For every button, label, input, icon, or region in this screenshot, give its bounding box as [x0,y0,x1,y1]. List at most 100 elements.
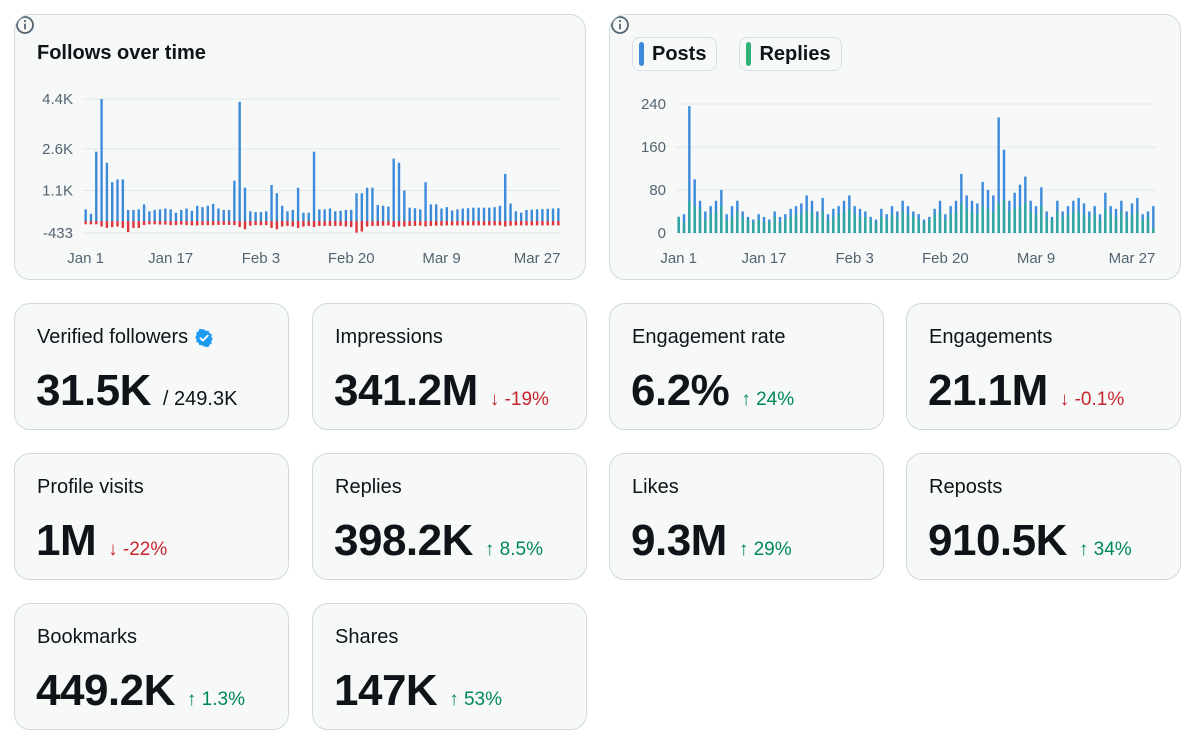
replies-bar [688,200,691,233]
arrow-up-icon: ↑ [1078,539,1089,560]
follows-bar [424,182,427,221]
follows-bar [100,99,103,221]
follows-over-time-card: 4.4K 2.6K 1.1K -433 Jan 1 Jan 17 Feb 3 Feb 20 Ma… [14,14,586,280]
follows-bar [482,207,486,221]
unfollows-bar [132,220,135,228]
metric-card-profile-visits[interactable]: Profile visits 1M ↓ -22% [14,453,289,580]
metric-value: 398.2K [334,516,473,565]
unfollows-bar [434,220,438,226]
metric-value-row: 21.1M ↓ -0.1% [928,366,1124,416]
arrow-down-icon: ↓ [108,539,118,560]
replies-bar [858,216,862,233]
unfollows-bar [450,220,454,226]
follows-bar [530,209,533,221]
legend-posts[interactable]: Posts [632,37,718,71]
follows-bar [472,207,475,221]
unfollows-bar [169,220,172,226]
replies-bar [1066,214,1070,233]
metric-value: 910.5K [928,516,1067,565]
metric-card-engagement-rate[interactable]: Engagement rate 6.2% ↑ 24% [609,303,884,430]
x-tick-label: Jan 1 [67,250,104,267]
unfollows-bar [376,220,379,226]
follows-bar [249,211,252,221]
unfollows-bar [137,220,140,228]
metric-card-bookmarks[interactable]: Bookmarks 449.2K ↑ 1.3% [14,603,289,730]
legend-replies[interactable]: Replies [739,37,842,71]
unfollows-bar [265,220,268,226]
replies-bar [837,214,840,233]
y-tick-label: 160 [641,139,666,156]
unfollows-bar [339,220,342,226]
unfollows-bar [514,220,518,226]
metric-card-reposts[interactable]: Reposts 910.5K ↑ 34% [906,453,1181,580]
metric-delta: ↓ -19% [490,389,549,411]
unfollows-bar [546,220,549,226]
follows-bar [116,179,119,221]
follows-bar [238,101,241,221]
metric-card-impressions[interactable]: Impressions 341.2M ↓ -19% [312,303,587,430]
metric-label: Bookmarks [37,626,137,649]
replies-bar [698,208,702,233]
unfollows-bar [243,220,247,230]
replies-bar [1114,216,1118,233]
x-tick-label: Mar 9 [422,250,460,267]
follows-bar [105,162,109,221]
unfollows-bar [111,220,114,228]
follows-bar [307,212,310,221]
x-tick-label: Mar 27 [1109,250,1156,267]
follows-bar [445,207,449,221]
replies-bar [741,216,744,233]
replies-bar [1008,211,1011,233]
arrow-up-icon: ↑ [738,539,749,560]
unfollows-bar [509,220,512,226]
follows-bar [318,209,321,221]
replies-bar [880,216,883,233]
unfollows-bar [413,220,417,226]
unfollows-bar [472,220,475,226]
unfollows-bar [190,220,194,226]
metric-value: 6.2% [631,366,730,415]
unfollows-bar [328,220,332,226]
info-icon[interactable] [610,15,630,35]
metric-value-row: 147K ↑ 53% [334,666,502,716]
metric-value-row: 398.2K ↑ 8.5% [334,516,543,566]
replies-bar [1072,211,1075,233]
metric-value-row: 449.2K ↑ 1.3% [36,666,245,716]
replies-bar [992,211,995,233]
verified-badge-icon [195,328,214,347]
replies-bar [1024,203,1027,233]
unfollows-bar [233,220,236,226]
follows-bar [296,187,300,221]
metric-delta-value: 34% [1093,539,1132,560]
follows-bar [89,213,93,221]
metric-card-shares[interactable]: Shares 147K ↑ 53% [312,603,587,730]
info-icon[interactable] [15,15,35,35]
metric-delta-value: 53% [463,689,502,710]
replies-bar [682,222,686,233]
metric-label-text: Impressions [335,326,443,348]
replies-bar [917,219,920,233]
replies-bar [1130,214,1134,233]
replies-bar [725,219,728,233]
metric-card-likes[interactable]: Likes 9.3M ↑ 29% [609,453,884,580]
metric-label: Replies [335,476,402,499]
replies-bar [922,222,926,233]
replies-bar [1120,211,1123,233]
metric-label-text: Engagements [929,326,1053,348]
metric-label-text: Reposts [929,476,1003,498]
unfollows-bar [482,220,486,226]
metric-card-replies[interactable]: Replies 398.2K ↑ 8.5% [312,453,587,580]
metric-card-verified-followers[interactable]: Verified followers 31.5K / 249.3K [14,303,289,430]
unfollows-bar [440,220,443,226]
replies-bar [677,216,680,233]
replies-bar [762,222,766,233]
unfollows-bar [419,220,422,226]
follows-bar [350,209,353,221]
follows-bar [365,187,369,221]
unfollows-bar [350,220,353,228]
follows-bar [328,208,332,221]
metric-card-engagements[interactable]: Engagements 21.1M ↓ -0.1% [906,303,1181,430]
replies-bar [730,216,734,233]
posts-bar [1002,149,1006,233]
unfollows-bar [365,220,369,227]
